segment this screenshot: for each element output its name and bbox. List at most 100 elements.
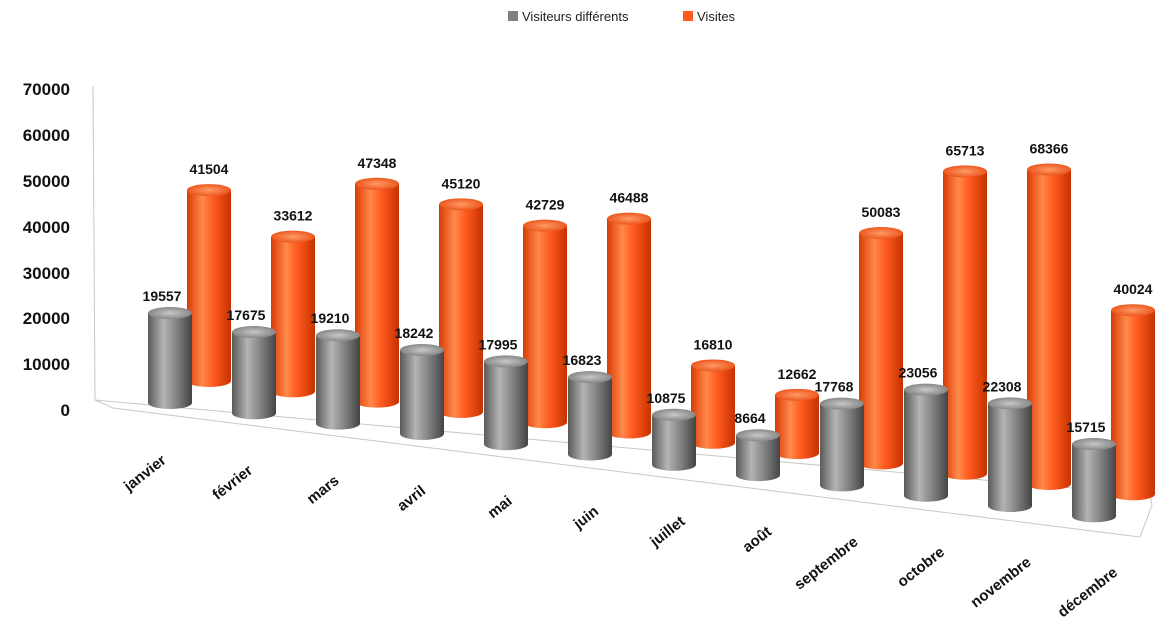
x-tick-label: février	[209, 462, 256, 504]
data-label-visites: 65713	[946, 142, 985, 158]
bar-visiteurs-top	[988, 397, 1032, 410]
bar-visiteurs-top	[484, 355, 528, 368]
x-tick-label: novembre	[967, 554, 1034, 612]
bar-visites	[1027, 163, 1071, 490]
bar-visiteurs	[484, 355, 528, 451]
y-tick: 30000	[23, 264, 70, 283]
data-label-visites: 50083	[862, 204, 901, 220]
legend-swatch-visiteurs	[508, 11, 518, 21]
bar-visiteurs-body	[232, 331, 276, 420]
data-label-visiteurs: 18242	[395, 325, 434, 341]
bar-visites	[439, 198, 483, 418]
bar-visites-body	[1111, 310, 1155, 501]
bar-visites	[859, 227, 903, 470]
bar-visiteurs	[652, 408, 696, 471]
bar-visites	[1111, 304, 1155, 501]
x-tick-label: mai	[485, 493, 516, 522]
data-label-visites: 45120	[442, 175, 481, 191]
bar-visites-body	[187, 190, 231, 387]
y-tick: 10000	[23, 355, 70, 374]
bar-visiteurs-body	[316, 335, 360, 430]
bar-visiteurs-body	[1072, 444, 1116, 523]
bar-visites-body	[943, 171, 987, 480]
x-tick-label: janvier	[120, 452, 169, 496]
y-tick: 0	[61, 401, 70, 420]
bar-visites-body	[523, 225, 567, 429]
y-axis: 0 10000 20000 30000 40000 50000 60000 70…	[23, 80, 70, 420]
data-label-visiteurs: 19210	[311, 310, 350, 326]
legend-label-visites: Visites	[697, 9, 736, 24]
bar-visiteurs-body	[736, 435, 780, 482]
bar-visiteurs	[988, 397, 1032, 512]
bar-visites-top	[859, 227, 903, 240]
bar-visiteurs	[232, 325, 276, 420]
data-label-visites: 12662	[778, 366, 817, 382]
bar-visiteurs-top	[904, 383, 948, 396]
data-label-visiteurs: 10875	[647, 390, 686, 406]
bar-visiteurs-top	[736, 429, 780, 442]
bar-visites-top	[691, 359, 735, 372]
x-tick-label: septembre	[791, 533, 861, 593]
bar-visites-body	[775, 394, 819, 460]
bar-visiteurs	[400, 343, 444, 440]
x-tick-label: octobre	[894, 544, 948, 591]
y-tick: 70000	[23, 80, 70, 99]
bar-visiteurs-top	[1072, 438, 1116, 451]
bar-visiteurs	[820, 397, 864, 492]
bar-visiteurs-body	[400, 349, 444, 440]
bar-visites	[523, 219, 567, 429]
bar-visites-top	[271, 230, 315, 243]
bar-visiteurs-body	[988, 403, 1032, 512]
data-label-visites: 68366	[1030, 141, 1069, 157]
x-tick-label: décembre	[1055, 564, 1121, 621]
bar-visiteurs-top	[820, 397, 864, 410]
bar-visites-top	[1111, 304, 1155, 317]
back-wall-left-edge	[92, 85, 96, 401]
bar-visiteurs-body	[568, 377, 612, 461]
y-tick: 40000	[23, 218, 70, 237]
bar-visiteurs	[904, 383, 948, 502]
bar-visites	[187, 184, 231, 387]
data-label-visites: 33612	[274, 208, 313, 224]
bar-visites-body	[271, 236, 315, 398]
bar-visites-body	[355, 183, 399, 408]
bar-visites-top	[439, 198, 483, 211]
bar-visiteurs-body	[652, 414, 696, 471]
data-label-visiteurs: 17768	[815, 379, 854, 395]
bar-visites-body	[1027, 169, 1071, 490]
data-label-visites: 40024	[1114, 281, 1153, 297]
bar-visites-body	[607, 218, 651, 439]
x-tick-label: août	[740, 523, 775, 556]
bar-visiteurs-top	[400, 343, 444, 356]
y-tick: 60000	[23, 126, 70, 145]
bar-visiteurs	[148, 307, 192, 409]
floor-front-edge	[112, 407, 1141, 538]
bar-visites	[691, 359, 735, 449]
legend-label-visiteurs: Visiteurs différents	[522, 9, 629, 24]
data-label-visiteurs: 19557	[143, 288, 182, 304]
bar-visites	[271, 230, 315, 398]
y-tick: 20000	[23, 309, 70, 328]
data-label-visites: 42729	[526, 197, 565, 213]
data-label-visiteurs: 17995	[479, 336, 518, 352]
bar-visites-top	[943, 165, 987, 178]
bar-visiteurs-top	[148, 307, 192, 320]
bar-visiteurs-body	[904, 389, 948, 502]
x-tick-label: juillet	[646, 513, 688, 551]
bar-visites-body	[439, 204, 483, 418]
bar-visiteurs	[568, 371, 612, 461]
bar-visiteurs	[1072, 438, 1116, 523]
floor-left-edge	[94, 399, 114, 409]
bar-visites-top	[1027, 163, 1071, 176]
data-label-visites: 16810	[694, 336, 733, 352]
bar-visites-top	[523, 219, 567, 232]
bar-visites	[775, 388, 819, 460]
bar-visiteurs-top	[652, 408, 696, 421]
bar-visiteurs-body	[484, 361, 528, 451]
bar-visiteurs-top	[568, 371, 612, 384]
x-tick-label: avril	[394, 482, 429, 514]
bar-visites	[607, 212, 651, 439]
bar-visites-top	[607, 212, 651, 225]
